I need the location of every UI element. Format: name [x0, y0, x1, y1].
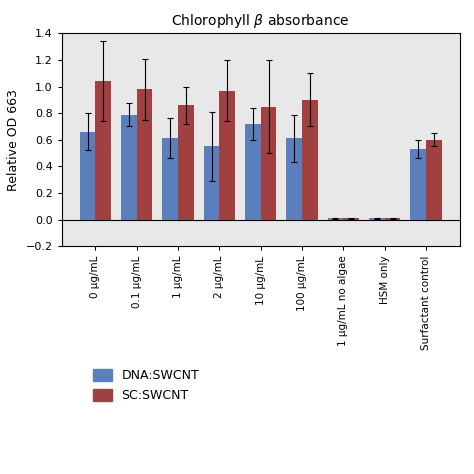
- Bar: [95, 81, 111, 220]
- Y-axis label: Relative OD 663: Relative OD 663: [7, 89, 20, 191]
- Bar: [426, 140, 442, 220]
- Bar: [245, 124, 261, 220]
- Bar: [163, 138, 178, 220]
- Bar: [410, 149, 426, 220]
- Bar: [385, 219, 401, 220]
- Bar: [137, 89, 153, 220]
- Bar: [286, 138, 302, 220]
- Bar: [178, 105, 194, 220]
- Legend: DNA:SWCNT, SC:SWCNT: DNA:SWCNT, SC:SWCNT: [88, 364, 204, 407]
- Bar: [328, 219, 343, 220]
- Bar: [343, 219, 359, 220]
- Bar: [369, 219, 385, 220]
- Title: Chlorophyll $\beta$ absorbance: Chlorophyll $\beta$ absorbance: [172, 12, 350, 30]
- Bar: [204, 146, 219, 220]
- Bar: [80, 132, 95, 220]
- Bar: [261, 107, 276, 220]
- Bar: [121, 115, 137, 220]
- Bar: [302, 100, 318, 220]
- Bar: [219, 91, 235, 220]
